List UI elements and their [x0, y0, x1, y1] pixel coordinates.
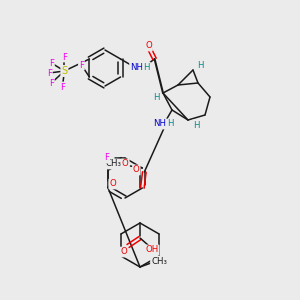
Text: F: F — [47, 68, 52, 77]
Text: O: O — [109, 179, 116, 188]
Text: OH: OH — [146, 245, 159, 254]
Text: H: H — [143, 62, 150, 71]
Text: H: H — [197, 61, 203, 70]
Text: H: H — [167, 119, 173, 128]
Text: NH: NH — [154, 119, 166, 128]
Text: NH: NH — [130, 62, 143, 71]
Text: O: O — [133, 166, 140, 175]
Text: F: F — [60, 82, 65, 91]
Text: S: S — [61, 66, 68, 76]
Text: H: H — [153, 94, 159, 103]
Text: O: O — [122, 160, 129, 169]
Text: F: F — [49, 58, 54, 68]
Text: H: H — [193, 121, 199, 130]
Text: O: O — [145, 41, 152, 50]
Text: F: F — [79, 61, 84, 70]
Text: F: F — [62, 52, 67, 62]
Text: CH₃: CH₃ — [151, 256, 167, 266]
Text: F: F — [49, 79, 54, 88]
Text: O: O — [121, 248, 128, 256]
Text: CH₃: CH₃ — [105, 160, 121, 169]
Text: F: F — [104, 154, 110, 163]
